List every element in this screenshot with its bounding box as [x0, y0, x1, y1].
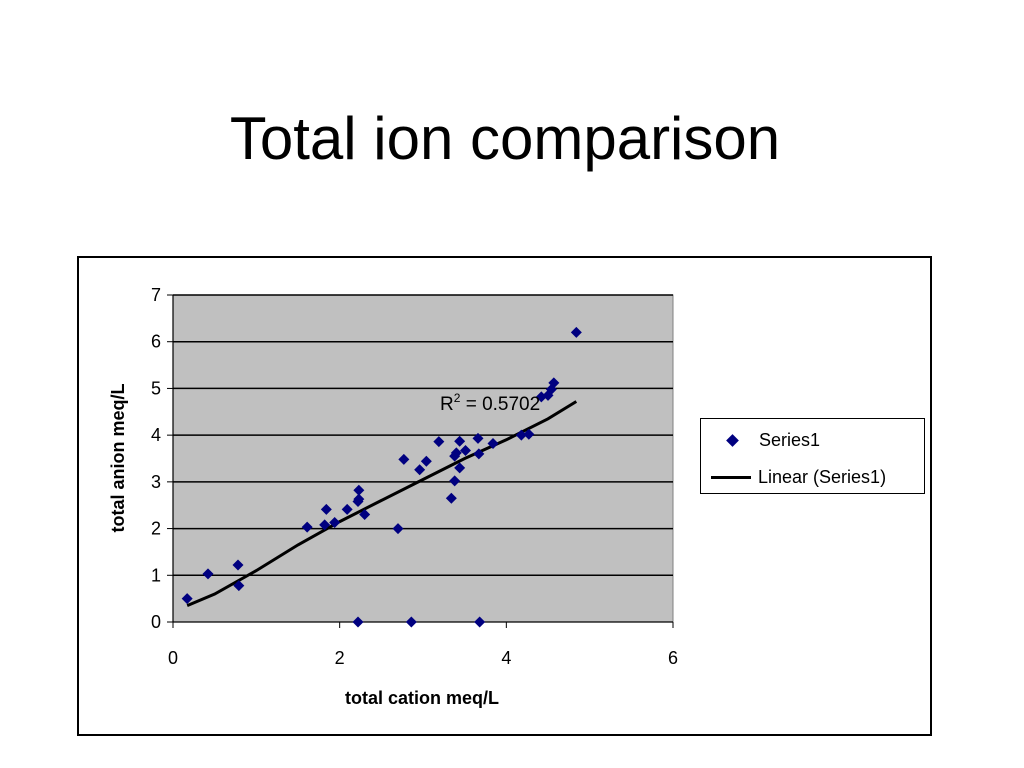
data-point — [449, 475, 461, 487]
x-tick-label: 0 — [168, 648, 178, 668]
line-marker-icon — [711, 475, 751, 479]
data-point — [392, 523, 404, 535]
x-tick-label: 2 — [335, 648, 345, 668]
data-point — [329, 516, 341, 528]
data-point — [433, 436, 445, 448]
data-point — [515, 429, 527, 441]
data-point — [398, 453, 410, 465]
y-tick-label: 5 — [151, 378, 161, 398]
data-point — [548, 377, 560, 389]
y-tick-label: 6 — [151, 332, 161, 352]
diamond-marker-icon — [726, 433, 739, 447]
r-squared-annotation: R2 = 0.5702 — [440, 391, 540, 415]
data-point — [535, 391, 547, 403]
data-point — [474, 616, 486, 628]
data-point — [473, 448, 485, 460]
data-point — [454, 435, 466, 447]
y-tick-label: 7 — [151, 285, 161, 305]
axes — [167, 294, 674, 628]
legend-label-linear: Linear (Series1) — [758, 466, 887, 487]
y-tick-label: 4 — [151, 425, 161, 445]
legend: Series1 Linear (Series1) — [700, 418, 925, 494]
data-points — [181, 326, 582, 628]
data-point — [454, 462, 466, 474]
data-point — [320, 503, 332, 515]
r-superscript: 2 — [454, 391, 461, 405]
grid-lines — [173, 294, 673, 577]
slide-title: Total ion comparison — [229, 105, 781, 172]
data-point — [319, 519, 331, 531]
y-axis-label: total anion meq/L — [108, 383, 128, 532]
x-tick-label: 4 — [501, 648, 511, 668]
data-point — [359, 509, 371, 521]
legend-item-linear: Linear (Series1) — [701, 465, 886, 489]
y-tick-label: 3 — [151, 472, 161, 492]
data-point — [233, 580, 245, 592]
data-point — [414, 464, 426, 476]
x-axis-label: total cation meq/L — [345, 688, 499, 708]
data-point — [450, 447, 462, 459]
data-point — [181, 593, 193, 605]
data-point — [460, 445, 471, 457]
data-point — [405, 616, 417, 628]
y-tick-label: 2 — [151, 519, 161, 539]
data-point — [420, 455, 432, 467]
x-tick-label: 6 — [668, 648, 678, 668]
legend-label-series1: Series1 — [759, 429, 821, 450]
r-label: R — [440, 394, 454, 415]
data-point — [523, 428, 535, 440]
data-point — [353, 493, 365, 505]
data-point — [341, 503, 353, 515]
data-point — [353, 484, 365, 496]
data-point — [202, 568, 214, 580]
data-point — [352, 616, 364, 628]
plot-area — [172, 294, 674, 623]
tick-labels: 0 1 2 3 4 5 6 7 0 2 4 6 — [151, 285, 678, 668]
y-tick-label: 0 — [151, 612, 161, 632]
y-tick-label: 1 — [151, 565, 161, 585]
legend-item-series1: Series1 — [701, 428, 820, 452]
data-point — [472, 432, 484, 444]
data-point — [445, 492, 457, 504]
data-point — [232, 559, 244, 571]
data-point — [487, 438, 499, 450]
r-value: = 0.5702 — [460, 394, 540, 415]
data-point — [301, 521, 313, 533]
data-point — [570, 326, 582, 338]
